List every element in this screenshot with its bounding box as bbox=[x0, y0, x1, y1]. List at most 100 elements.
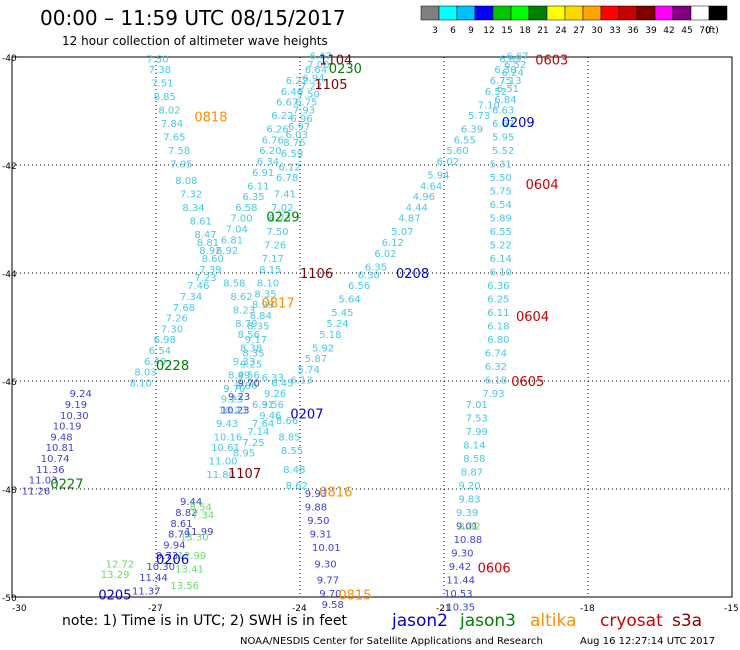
plot-frame bbox=[11, 56, 733, 598]
wave-height-label: 9.56 bbox=[238, 370, 260, 381]
wave-height-label: 11.44 bbox=[446, 576, 475, 587]
track-10: 9.01 10.88 9.30 9.42 11.44 10.53 10.35 bbox=[444, 522, 482, 614]
wave-height-label: 11.37 bbox=[132, 586, 161, 597]
track-6: 7.01 7.53 7.99 8.14 8.58 8.87 9.20 9.83 9.39 bbox=[456, 400, 488, 519]
wave-height-label: 7.65 bbox=[163, 133, 185, 144]
wave-height-label: 9.17 bbox=[245, 335, 267, 346]
wave-height-label: 9.26 bbox=[264, 389, 286, 400]
pass-time-label: 0229 bbox=[266, 210, 299, 225]
wave-height-label: 6.55 bbox=[454, 135, 476, 146]
wave-height-label: 5.95 bbox=[492, 133, 514, 144]
track-8: 9.709.2310.239.448.828.618.799.949.7310.… bbox=[132, 378, 260, 597]
wave-height-label: 6.12 bbox=[382, 238, 404, 249]
pass-time-label: 1106 bbox=[300, 267, 333, 282]
color-swatch bbox=[510, 5, 530, 21]
wave-height-label: 11.36 bbox=[36, 465, 65, 476]
x-tick-label: -27 bbox=[148, 604, 163, 614]
wave-height-label: 10.16 bbox=[214, 432, 243, 443]
wave-height-label: 6.35 bbox=[242, 192, 264, 203]
credit-text: NOAA/NESDIS Center for Satellite Applica… bbox=[240, 636, 543, 647]
wave-height-label: 7.38 bbox=[149, 65, 171, 76]
wave-height-label: 8.15 bbox=[259, 265, 281, 276]
wave-height-label: 6.73 bbox=[269, 214, 291, 225]
color-scale-label: 3 bbox=[432, 26, 438, 36]
wave-height-label: 7.26 bbox=[166, 314, 188, 325]
wave-height-label: 5.89 bbox=[490, 214, 512, 225]
wave-height-label: 6.94 bbox=[302, 73, 324, 84]
wave-height-label: 10.23 bbox=[221, 405, 250, 416]
wave-height-label: 9.70 bbox=[319, 589, 341, 600]
wave-height-label: 6.55 bbox=[490, 227, 512, 238]
wave-height-label: 8.35 bbox=[242, 349, 264, 360]
pass-time-label: 0605 bbox=[511, 375, 544, 390]
footnote: note: 1) Time is in UTC; 2) SWH is in fe… bbox=[62, 613, 348, 629]
axis-tick-labels: -30 -27 -24 -21 -18 -15 -40 -42 -44 -46 -48 -50 bbox=[2, 54, 739, 614]
x-tick-label: -15 bbox=[724, 604, 739, 614]
pass-time-label: 0604 bbox=[516, 310, 549, 325]
wave-height-label: 9.73 bbox=[156, 551, 178, 562]
wave-height-label: 6.67 bbox=[492, 119, 514, 130]
wave-height-label: 9.24 bbox=[70, 389, 92, 400]
wave-height-label: 7.39 bbox=[199, 265, 221, 276]
wave-height-label: 6.35 bbox=[365, 262, 387, 273]
wave-height-label: 6.78 bbox=[276, 173, 298, 184]
wave-height-label: 6.33 bbox=[262, 373, 284, 384]
wave-height-label: 10.19 bbox=[53, 422, 82, 433]
wave-height-label: 4.44 bbox=[406, 203, 428, 214]
wave-height-label: 9.58 bbox=[322, 600, 344, 611]
wave-height-label: 9.33 bbox=[233, 357, 255, 368]
wave-height-label: 6.30 bbox=[494, 65, 516, 76]
wave-height-label: 5.45 bbox=[331, 308, 353, 319]
wave-height-label: 6.25 bbox=[487, 295, 509, 306]
pass-time-label: 0227 bbox=[50, 478, 83, 493]
satellite-legend: jason2 jason3 altika cryosat s3a bbox=[391, 611, 702, 631]
color-scale-label: 6 bbox=[450, 26, 456, 36]
wave-height-label: 8.47 bbox=[194, 230, 216, 241]
data-tracks: 7.507.387.518.858.027.847.657.587.958.08… bbox=[22, 52, 529, 614]
legend-altika: altika bbox=[530, 611, 577, 631]
color-swatch bbox=[492, 5, 512, 21]
wave-height-label: 8.10 bbox=[257, 279, 279, 290]
wave-height-label: 6.54 bbox=[490, 200, 512, 211]
wave-height-label: 6.67 bbox=[310, 52, 332, 63]
wave-height-label: 9.23 bbox=[221, 395, 243, 406]
track-7: 9.249.1910.3010.199.4810.8110.7411.3611.… bbox=[22, 389, 92, 497]
wave-height-label: 7.93 bbox=[482, 389, 504, 400]
wave-height-label: 6.26 bbox=[266, 125, 288, 136]
color-swatch bbox=[582, 5, 602, 21]
color-swatch bbox=[618, 5, 638, 21]
wave-height-label: 6.56 bbox=[348, 281, 370, 292]
wave-height-label: 6.51 bbox=[497, 84, 519, 95]
y-tick-label: -46 bbox=[2, 378, 17, 388]
legend-jason3: jason3 bbox=[459, 611, 516, 631]
chart-subtitle: 12 hour collection of altimeter wave hei… bbox=[62, 34, 328, 48]
y-tick-label: -44 bbox=[2, 270, 17, 280]
wave-height-label: 9.50 bbox=[307, 516, 329, 527]
x-tick-label: -21 bbox=[436, 604, 451, 614]
timestamp-text: Aug 16 12:27:14 UTC 2017 bbox=[580, 636, 715, 647]
pass-time-label: 0818 bbox=[194, 110, 227, 125]
wave-height-label: 5.94 bbox=[427, 171, 449, 182]
wave-height-label: 8.79 bbox=[235, 319, 257, 330]
color-scale-label: 33 bbox=[609, 26, 620, 36]
wave-height-label: 9.39 bbox=[456, 508, 478, 519]
legend-jason2: jason2 bbox=[391, 611, 448, 631]
wave-height-label: 7.53 bbox=[466, 414, 488, 425]
wave-height-label: 6.18 bbox=[487, 322, 509, 333]
wave-height-label: 7.41 bbox=[274, 189, 296, 200]
wave-height-label: 7.51 bbox=[151, 79, 173, 90]
track-1: 6.677.006.646.947.227.506.757.936.966.97… bbox=[235, 52, 332, 392]
color-swatch bbox=[528, 5, 548, 21]
wave-height-label: 8.82 bbox=[175, 508, 197, 519]
wave-height-label: 6.24 bbox=[502, 68, 524, 79]
color-swatch bbox=[474, 5, 494, 21]
wave-height-label: 6.39 bbox=[461, 125, 483, 136]
wave-height-label: 9.30 bbox=[451, 549, 473, 560]
wave-height-label: 5.22 bbox=[490, 241, 512, 252]
wave-height-label: 5.75 bbox=[490, 187, 512, 198]
wave-height-label: 8.61 bbox=[170, 519, 192, 530]
wave-height-label: 8.60 bbox=[202, 254, 224, 265]
wave-height-label: 8.23 bbox=[233, 306, 255, 317]
wave-height-label: 7.46 bbox=[187, 281, 209, 292]
color-scale-label: 30 bbox=[591, 26, 603, 36]
